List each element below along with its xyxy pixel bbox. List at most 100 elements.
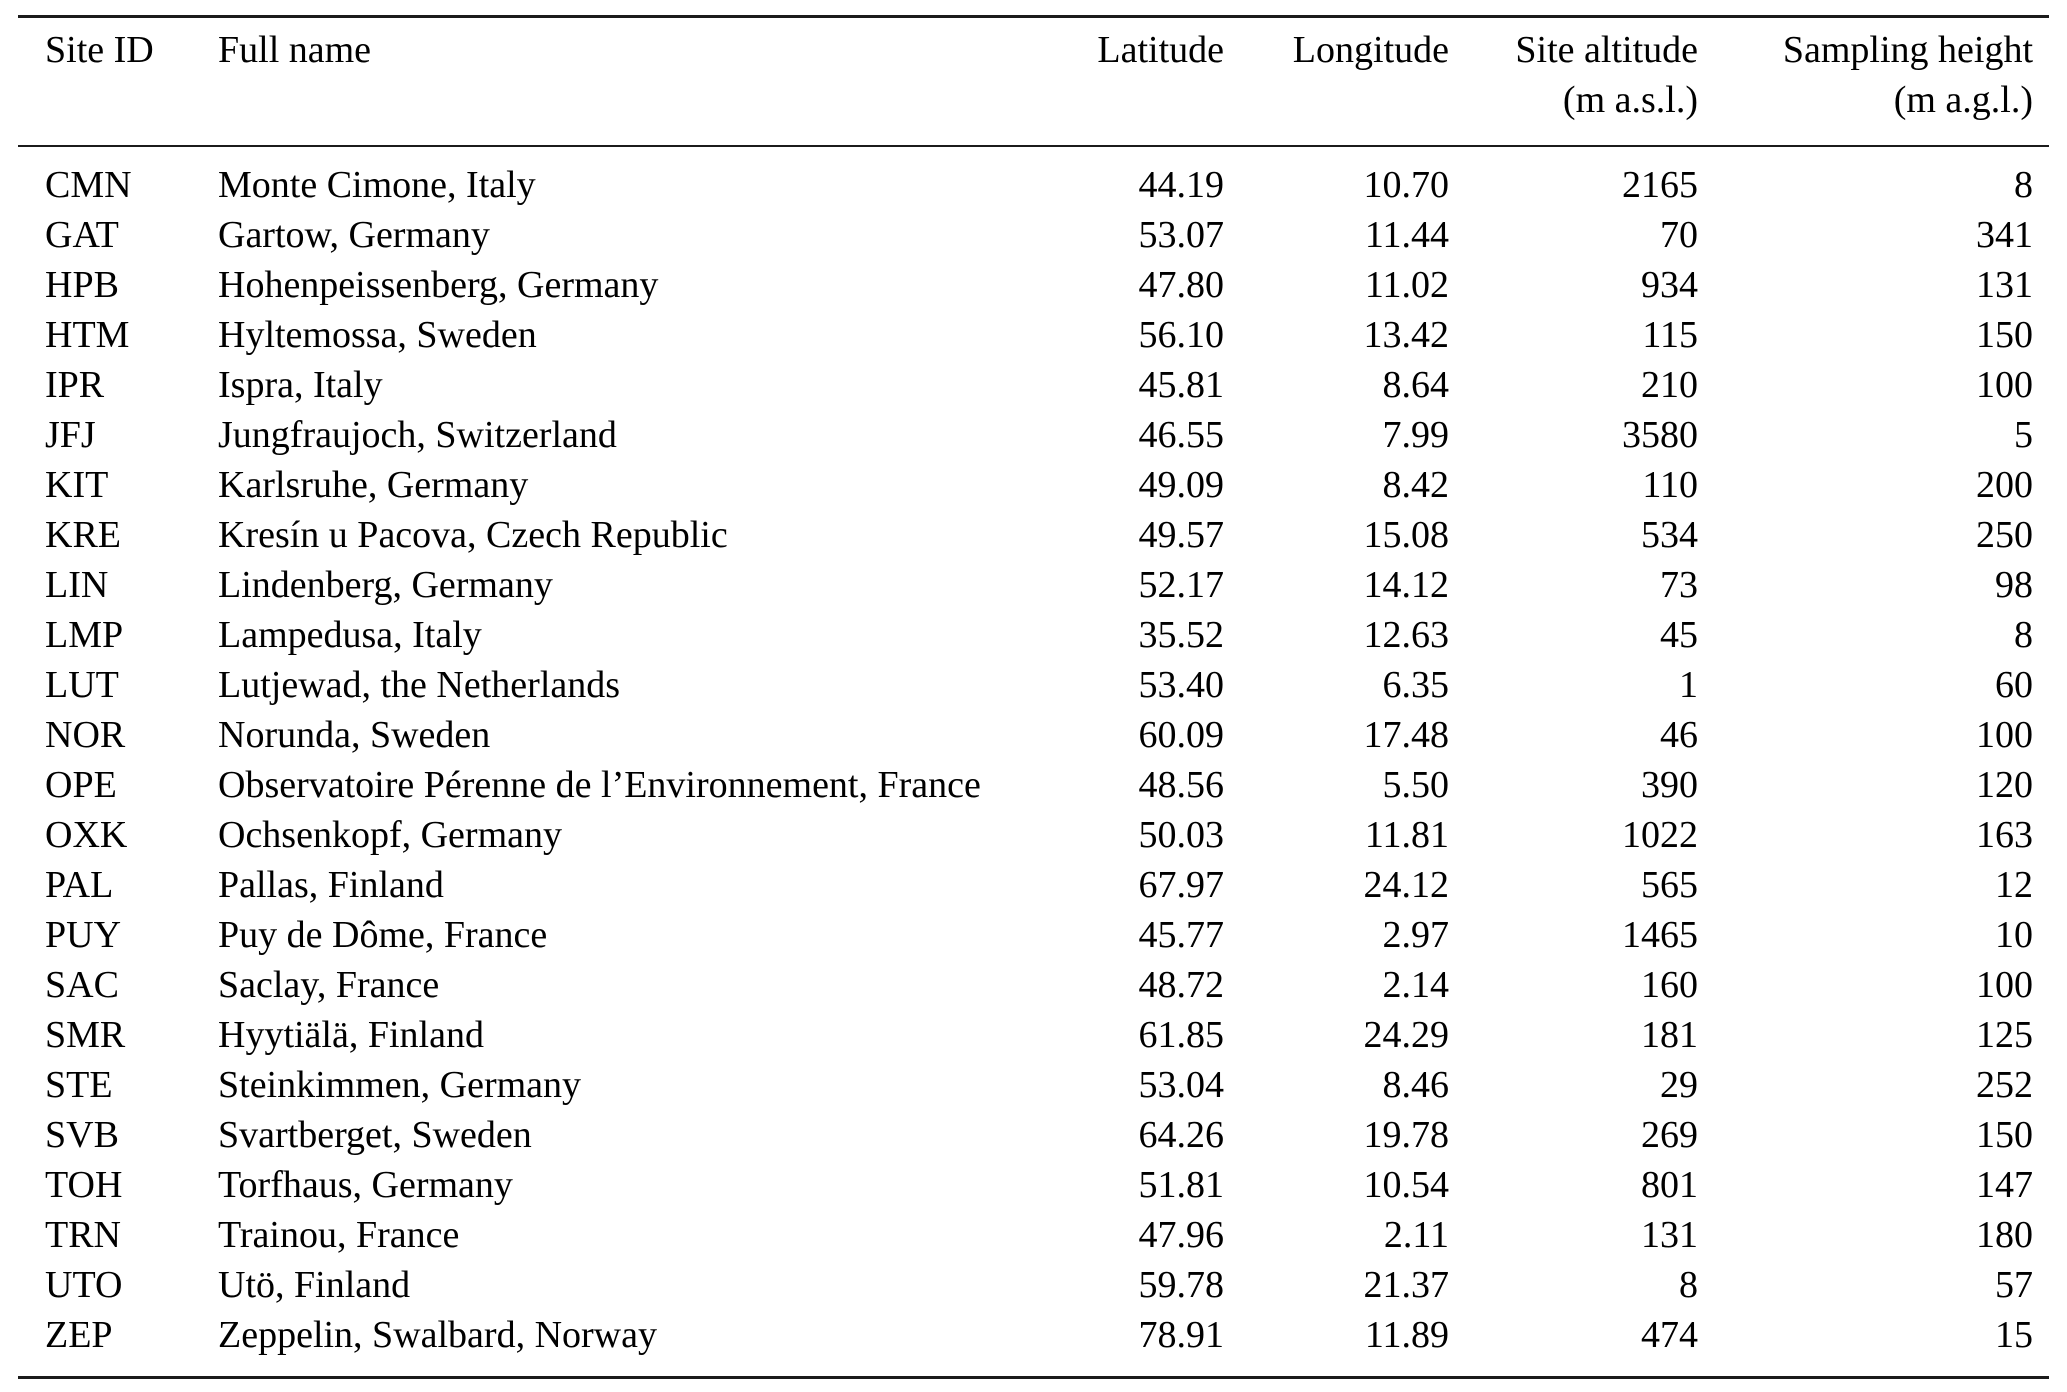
cell-site-id: JFJ [45, 414, 96, 456]
cell-sampling-height: 15 [1995, 1314, 2033, 1356]
cell-full-name: Hohenpeissenberg, Germany [218, 264, 659, 306]
table-row: JFJ Jungfraujoch, Switzerland 46.55 7.99 358… [18, 410, 2049, 460]
table-row: SAC Saclay, France 48.72 2.14 160 100 [18, 960, 2049, 1010]
cell-full-name: Hyytiälä, Finland [218, 1014, 484, 1056]
cell-longitude: 10.70 [1363, 164, 1450, 206]
cell-latitude: 45.77 [1138, 914, 1225, 956]
cell-sampling-height: 252 [1976, 1064, 2033, 1106]
cell-site-id: CMN [45, 164, 132, 206]
cell-site-altitude: 160 [1641, 964, 1698, 1006]
table-row: TRN Trainou, France 47.96 2.11 131 180 [18, 1210, 2049, 1260]
cell-sampling-height: 200 [1976, 464, 2033, 506]
cell-latitude: 44.19 [1138, 164, 1225, 206]
cell-longitude: 11.89 [1364, 1314, 1449, 1356]
cell-site-id: HTM [45, 314, 130, 356]
cell-site-altitude: 46 [1660, 714, 1698, 756]
cell-sampling-height: 12 [1995, 864, 2033, 906]
cell-sampling-height: 10 [1995, 914, 2033, 956]
cell-latitude: 53.40 [1138, 664, 1225, 706]
cell-sampling-height: 60 [1995, 664, 2033, 706]
table-row: SMR Hyytiälä, Finland 61.85 24.29 181 125 [18, 1010, 2049, 1060]
cell-latitude: 59.78 [1138, 1264, 1225, 1306]
sites-table-container: Site ID Full name Latitude Longitude Site al… [18, 15, 2049, 1379]
cell-longitude: 7.99 [1382, 414, 1450, 456]
cell-site-altitude: 390 [1641, 764, 1698, 806]
cell-site-altitude: 110 [1642, 464, 1698, 506]
cell-full-name: Kresín u Pacova, Czech Republic [218, 514, 728, 556]
cell-full-name: Utö, Finland [218, 1264, 411, 1306]
cell-site-id: SAC [45, 964, 119, 1006]
cell-site-altitude: 45 [1660, 614, 1698, 656]
column-header-sampling-height: Sampling height (m a.g.l.) [1698, 16, 2049, 147]
table-row: ZEP Zeppelin, Swalbard, Norway 78.91 11.89 4… [18, 1310, 2049, 1378]
cell-site-altitude: 474 [1641, 1314, 1698, 1356]
cell-sampling-height: 120 [1976, 764, 2033, 806]
cell-site-altitude: 1465 [1622, 914, 1698, 956]
table-row: HPB Hohenpeissenberg, Germany 47.80 11.02 93… [18, 260, 2049, 310]
cell-longitude: 8.46 [1382, 1064, 1450, 1106]
cell-longitude: 24.12 [1363, 864, 1450, 906]
column-header-site-altitude: Site altitude (m a.s.l.) [1449, 16, 1698, 147]
table-row: IPR Ispra, Italy 45.81 8.64 210 100 [18, 360, 2049, 410]
table-row: HTM Hyltemossa, Sweden 56.10 13.42 115 150 [18, 310, 2049, 360]
cell-full-name: Ispra, Italy [218, 364, 383, 406]
cell-longitude: 2.14 [1382, 964, 1450, 1006]
table-row: LIN Lindenberg, Germany 52.17 14.12 73 98 [18, 560, 2049, 610]
cell-sampling-height: 100 [1976, 714, 2033, 756]
cell-site-altitude: 1022 [1622, 814, 1698, 856]
cell-sampling-height: 250 [1976, 514, 2033, 556]
cell-site-id: SMR [45, 1014, 126, 1056]
cell-longitude: 15.08 [1363, 514, 1450, 556]
cell-latitude: 49.57 [1138, 514, 1225, 556]
cell-site-altitude: 70 [1660, 214, 1698, 256]
cell-site-id: STE [45, 1064, 113, 1106]
cell-full-name: Ochsenkopf, Germany [218, 814, 563, 856]
table-row: SVB Svartberget, Sweden 64.26 19.78 269 150 [18, 1110, 2049, 1160]
cell-latitude: 49.09 [1138, 464, 1225, 506]
column-unit: (m a.g.l.) [1893, 79, 2033, 121]
cell-latitude: 78.91 [1138, 1314, 1225, 1356]
cell-sampling-height: 341 [1976, 214, 2033, 256]
cell-site-id: TRN [45, 1214, 121, 1256]
cell-site-id: NOR [45, 714, 126, 756]
cell-site-id: ZEP [45, 1314, 113, 1356]
table-row: PAL Pallas, Finland 67.97 24.12 565 12 [18, 860, 2049, 910]
header-row: Site ID Full name Latitude Longitude Site al… [18, 16, 2049, 147]
cell-full-name: Lindenberg, Germany [218, 564, 553, 606]
cell-site-altitude: 2165 [1622, 164, 1698, 206]
cell-site-id: LIN [45, 564, 109, 606]
cell-longitude: 11.44 [1364, 214, 1449, 256]
column-label: Site ID [45, 29, 154, 71]
cell-sampling-height: 163 [1976, 814, 2033, 856]
table-row: UTO Utö, Finland 59.78 21.37 8 57 [18, 1260, 2049, 1310]
cell-sampling-height: 8 [2014, 164, 2033, 206]
sites-table: Site ID Full name Latitude Longitude Site al… [18, 15, 2049, 1379]
cell-site-altitude: 131 [1641, 1214, 1698, 1256]
cell-longitude: 19.78 [1363, 1114, 1450, 1156]
cell-sampling-height: 125 [1976, 1014, 2033, 1056]
cell-full-name: Zeppelin, Swalbard, Norway [218, 1314, 657, 1356]
cell-longitude: 2.97 [1382, 914, 1450, 956]
cell-full-name: Trainou, France [218, 1214, 460, 1256]
cell-site-altitude: 115 [1642, 314, 1698, 356]
cell-longitude: 11.81 [1364, 814, 1449, 856]
cell-full-name: Observatoire Pérenne de l’Environnement,… [218, 764, 981, 806]
cell-site-id: HPB [45, 264, 119, 306]
cell-longitude: 13.42 [1363, 314, 1450, 356]
cell-site-altitude: 1 [1679, 664, 1698, 706]
column-header-longitude: Longitude [1224, 16, 1449, 147]
cell-sampling-height: 150 [1976, 1114, 2033, 1156]
cell-sampling-height: 100 [1976, 964, 2033, 1006]
cell-longitude: 21.37 [1363, 1264, 1450, 1306]
table-body: CMN Monte Cimone, Italy 44.19 10.70 2165 8 GAT… [18, 146, 2049, 1378]
cell-sampling-height: 8 [2014, 614, 2033, 656]
cell-full-name: Lampedusa, Italy [218, 614, 482, 656]
cell-longitude: 8.42 [1382, 464, 1450, 506]
cell-longitude: 2.11 [1383, 1214, 1449, 1256]
cell-latitude: 64.26 [1138, 1114, 1225, 1156]
table-row: KRE Kresín u Pacova, Czech Republic 49.57 1… [18, 510, 2049, 560]
cell-sampling-height: 147 [1976, 1164, 2033, 1206]
cell-sampling-height: 180 [1976, 1214, 2033, 1256]
cell-latitude: 67.97 [1138, 864, 1225, 906]
table-row: OPE Observatoire Pérenne de l’Environneme… [18, 760, 2049, 810]
